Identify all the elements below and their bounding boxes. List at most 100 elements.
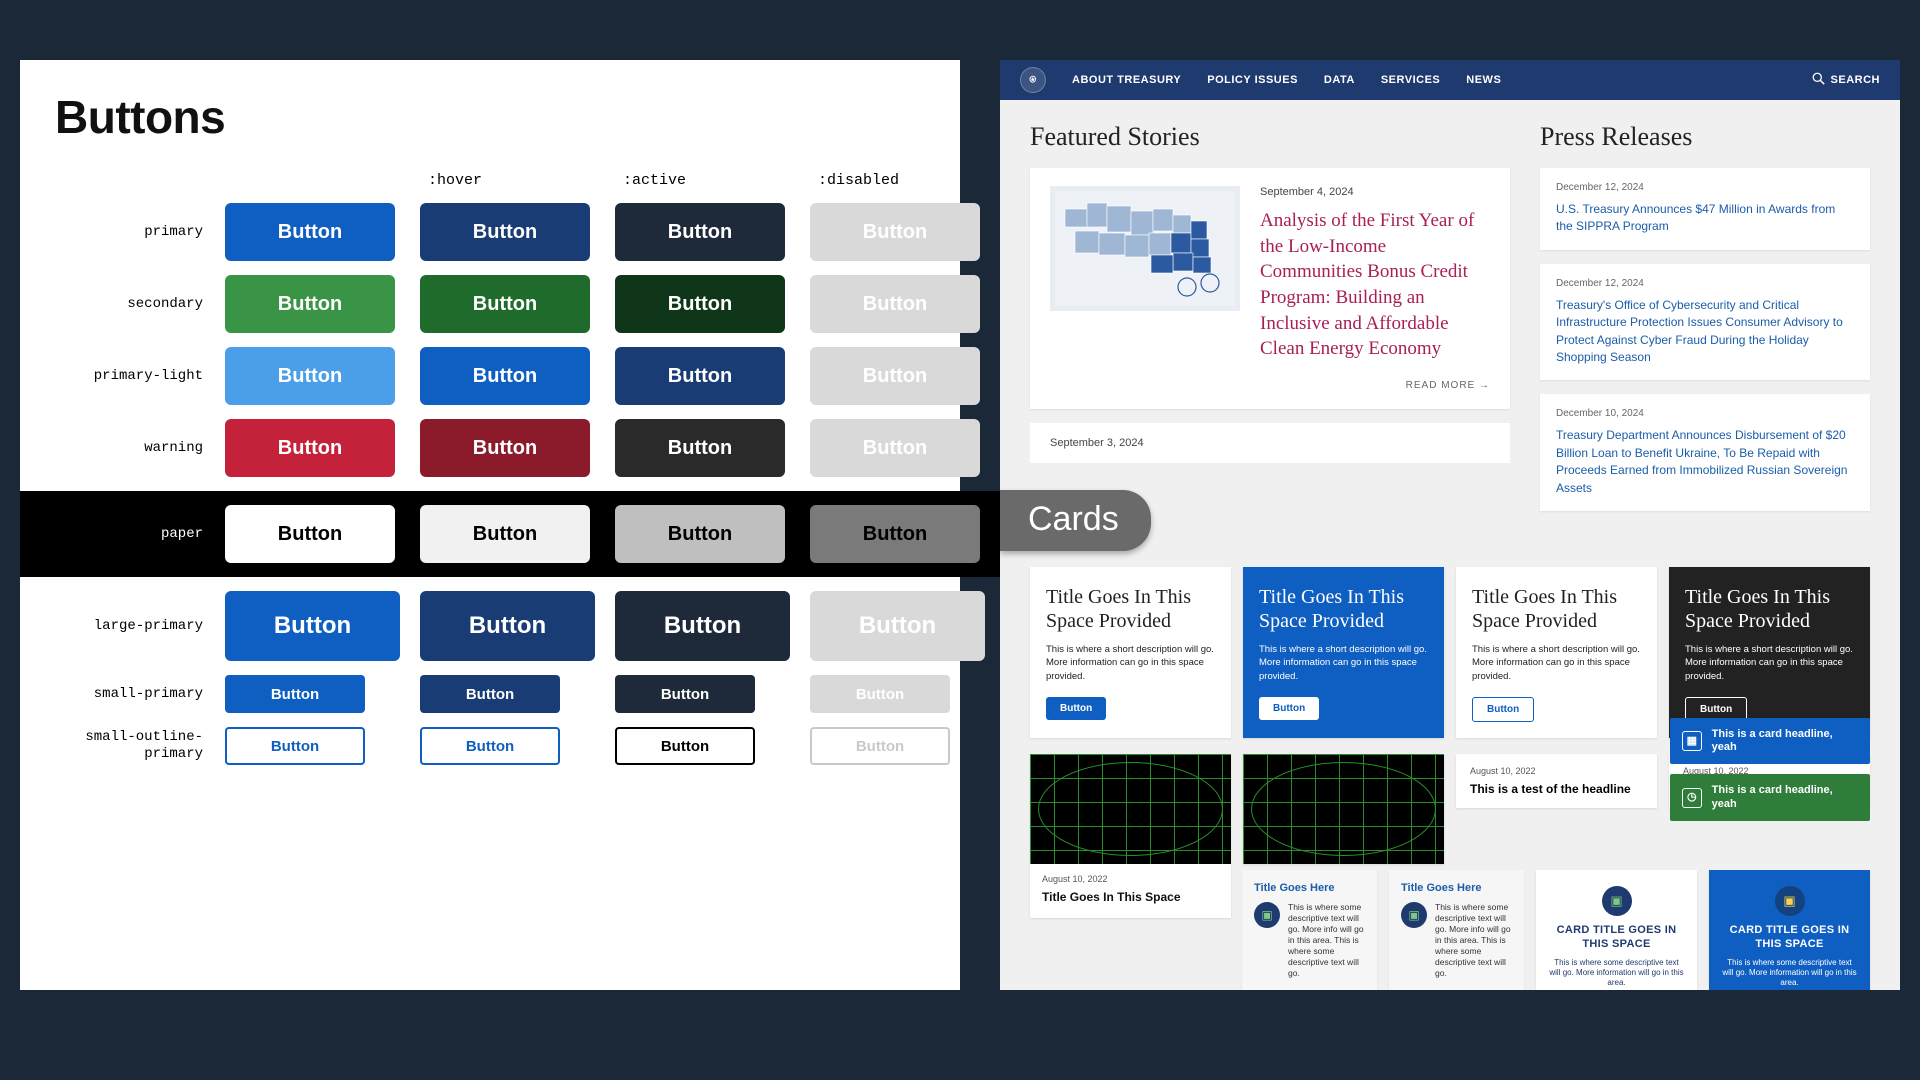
- promo-card[interactable]: ▣ CARD TITLE GOES IN THIS SPACE This is wh…: [1536, 870, 1697, 990]
- placeholder-image: [1030, 754, 1231, 864]
- spec-button-paper[interactable]: Button: [615, 505, 785, 563]
- spec-button[interactable]: Button: [420, 727, 560, 765]
- spec-button[interactable]: Button: [615, 591, 790, 661]
- buttons-grid: :hover:active:disabledprimaryButtonButto…: [55, 172, 925, 765]
- press-link[interactable]: Treasury Department Announces Disburseme…: [1556, 427, 1854, 497]
- spec-button[interactable]: Button: [420, 591, 595, 661]
- promo-title: CARD TITLE GOES IN THIS SPACE: [1721, 924, 1858, 952]
- spec-button[interactable]: Button: [810, 347, 980, 405]
- text-card[interactable]: August 10, 2022 This is a test of the he…: [1456, 754, 1657, 808]
- spec-button[interactable]: Button: [420, 675, 560, 713]
- image-card[interactable]: [1243, 754, 1444, 864]
- info-card-title: Title Goes In This Space Provided: [1685, 585, 1854, 633]
- featured-stub-date: September 3, 2024: [1050, 437, 1144, 449]
- pill-card[interactable]: ▦ This is a card headline, yeah: [1670, 718, 1870, 764]
- search-label: SEARCH: [1831, 74, 1880, 86]
- spec-button[interactable]: Button: [615, 203, 785, 261]
- mini-card-title: Title Goes Here: [1401, 882, 1512, 894]
- mini-card[interactable]: Title Goes Here▣This is where some descr…: [1242, 870, 1377, 990]
- read-more-link[interactable]: READ MORE →: [1260, 380, 1490, 391]
- press-link[interactable]: U.S. Treasury Announces $47 Million in A…: [1556, 201, 1854, 236]
- promo-desc: This is where some descriptive text will…: [1548, 958, 1685, 989]
- spec-button[interactable]: Button: [810, 275, 980, 333]
- buttons-heading: Buttons: [55, 90, 925, 144]
- featured-headline[interactable]: Analysis of the First Year of the Low-In…: [1260, 208, 1490, 362]
- variant-label: large-primary: [55, 618, 215, 635]
- promo-desc: This is where some descriptive text will…: [1721, 958, 1858, 989]
- nav-item[interactable]: POLICY ISSUES: [1207, 74, 1298, 86]
- variant-label: small-outline- primary: [55, 729, 215, 763]
- buttons-spec-panel: Buttons :hover:active:disabledprimaryBut…: [20, 60, 960, 990]
- spec-button[interactable]: Button: [810, 727, 950, 765]
- spec-button-paper[interactable]: Button: [810, 505, 980, 563]
- press-release-list: December 12, 2024 U.S. Treasury Announces…: [1540, 168, 1870, 511]
- spec-button[interactable]: Button: [420, 275, 590, 333]
- spec-button[interactable]: Button: [615, 727, 755, 765]
- state-header: :active: [615, 172, 800, 189]
- clock-icon: ◷: [1682, 788, 1702, 808]
- spec-button[interactable]: Button: [420, 203, 590, 261]
- spec-button[interactable]: Button: [615, 675, 755, 713]
- treasury-seal-icon: ⍟: [1020, 67, 1046, 93]
- spec-button[interactable]: Button: [615, 419, 785, 477]
- nav-item[interactable]: SERVICES: [1381, 74, 1440, 86]
- pill-label: This is a card headline, yeah: [1712, 784, 1858, 810]
- nav-item[interactable]: NEWS: [1466, 74, 1501, 86]
- spec-button[interactable]: Button: [810, 591, 985, 661]
- spec-button[interactable]: Button: [225, 591, 400, 661]
- text-card-date: August 10, 2022: [1470, 766, 1643, 776]
- nav-item[interactable]: ABOUT TREASURY: [1072, 74, 1181, 86]
- press-release-card[interactable]: December 12, 2024 U.S. Treasury Announces…: [1540, 168, 1870, 250]
- spec-button[interactable]: Button: [225, 275, 395, 333]
- calendar-icon: ▦: [1682, 731, 1702, 751]
- spec-button[interactable]: Button: [225, 419, 395, 477]
- spec-button[interactable]: Button: [225, 675, 365, 713]
- view-details-link[interactable]: View Details: [1401, 989, 1512, 990]
- spec-button-paper[interactable]: Button: [420, 505, 590, 563]
- press-release-card[interactable]: December 12, 2024Treasury's Office of Cy…: [1540, 264, 1870, 381]
- spec-button[interactable]: Button: [420, 347, 590, 405]
- monitor-icon: ▣: [1602, 886, 1632, 916]
- press-link[interactable]: Treasury's Office of Cybersecurity and C…: [1556, 297, 1854, 367]
- spec-button[interactable]: Button: [225, 347, 395, 405]
- view-details-link[interactable]: View Details: [1254, 989, 1365, 990]
- featured-story-card[interactable]: September 4, 2024 Analysis of the First …: [1030, 168, 1510, 409]
- info-card[interactable]: Title Goes In This Space ProvidedThis is…: [1243, 567, 1444, 738]
- info-card[interactable]: Title Goes In This Space Provided This is…: [1669, 567, 1870, 738]
- nav-item[interactable]: DATA: [1324, 74, 1355, 86]
- press-release-card[interactable]: December 10, 2024Treasury Department Ann…: [1540, 394, 1870, 511]
- search-link[interactable]: SEARCH: [1812, 72, 1880, 88]
- spec-button[interactable]: Button: [225, 727, 365, 765]
- placeholder-image: [1243, 754, 1444, 864]
- info-card-button[interactable]: Button: [1259, 697, 1319, 720]
- promo-title: CARD TITLE GOES IN THIS SPACE: [1548, 924, 1685, 952]
- spec-button[interactable]: Button: [225, 203, 395, 261]
- spec-button[interactable]: Button: [810, 675, 950, 713]
- featured-story-stub[interactable]: September 3, 2024: [1030, 423, 1510, 463]
- search-icon: [1812, 72, 1825, 88]
- info-card[interactable]: Title Goes In This Space ProvidedThis is…: [1030, 567, 1231, 738]
- info-card-desc: This is where a short description will g…: [1472, 643, 1641, 683]
- promo-card[interactable]: ▣CARD TITLE GOES IN THIS SPACEThis is wh…: [1709, 870, 1870, 990]
- spec-button[interactable]: Button: [810, 419, 980, 477]
- spec-button[interactable]: Button: [420, 419, 590, 477]
- spec-button[interactable]: Button: [615, 347, 785, 405]
- info-card-button[interactable]: Button: [1046, 697, 1106, 720]
- info-card-button[interactable]: Button: [1472, 697, 1534, 722]
- spec-button-paper[interactable]: Button: [225, 505, 395, 563]
- spec-button[interactable]: Button: [615, 275, 785, 333]
- spec-button[interactable]: Button: [810, 203, 980, 261]
- pill-card[interactable]: ◷ This is a card headline, yeah: [1670, 774, 1870, 820]
- cards-spec-panel: ⍟ ABOUT TREASURY POLICY ISSUES DATA SERVICE…: [1000, 60, 1900, 990]
- pill-cards-column: ▦ This is a card headline, yeah ◷ This is a…: [1670, 718, 1870, 821]
- pill-label: This is a card headline, yeah: [1712, 728, 1858, 754]
- info-card-desc: This is where a short description will g…: [1685, 643, 1854, 683]
- bottom-cards-row: Title Goes Here ▣ This is where some descr…: [1030, 870, 1870, 990]
- featured-map-thumb: [1050, 186, 1240, 311]
- info-card[interactable]: Title Goes In This Space ProvidedThis is…: [1456, 567, 1657, 738]
- site-navbar: ⍟ ABOUT TREASURY POLICY ISSUES DATA SERVICE…: [1000, 60, 1900, 100]
- text-card-title: This is a test of the headline: [1470, 782, 1643, 796]
- press-date: December 12, 2024: [1556, 182, 1854, 193]
- mini-card-desc: This is where some descriptive text will…: [1435, 902, 1512, 979]
- mini-card[interactable]: Title Goes Here▣This is where some descr…: [1389, 870, 1524, 990]
